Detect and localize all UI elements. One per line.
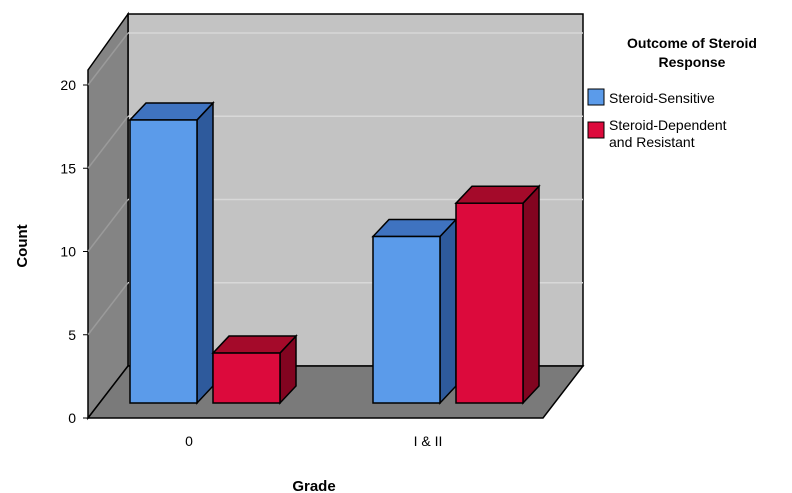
bar-side <box>196 101 214 405</box>
x-axis-title: Grade <box>292 478 335 493</box>
gridline-side <box>87 115 129 169</box>
x-axis-ticks: 0 I & II <box>185 433 442 449</box>
bar-side <box>522 184 540 405</box>
bar-steroid-dependent-grade-0 <box>211 334 298 405</box>
x-tick-label-0: 0 <box>185 433 193 449</box>
bars <box>128 101 541 405</box>
legend-title-line-2: Response <box>659 54 726 70</box>
y-tick-label: 5 <box>68 327 76 343</box>
legend-label-steroid-dependent-line-1: Steroid-Dependent <box>609 117 727 133</box>
legend-swatch-steroid-dependent <box>587 121 605 139</box>
bar-side <box>439 217 457 405</box>
left-wall <box>87 11 129 421</box>
x-tick-label-1: I & II <box>414 433 443 449</box>
gridline-side <box>87 32 129 86</box>
y-tick-label: 20 <box>60 77 76 93</box>
bar-front <box>129 119 198 404</box>
y-tick-label: 15 <box>60 160 76 176</box>
legend-label-steroid-dependent-line-2: and Resistant <box>609 134 695 150</box>
y-axis-ticks: 0 5 10 15 20 <box>60 77 88 426</box>
y-axis-title: Count <box>14 224 31 267</box>
bar-steroid-sensitive-grade-1 <box>371 217 458 405</box>
y-tick-label: 0 <box>68 410 76 426</box>
bar-front <box>212 352 281 404</box>
y-tick-label: 10 <box>60 244 76 260</box>
legend-swatch-steroid-sensitive <box>587 88 605 106</box>
bar-steroid-dependent-grade-1 <box>454 184 541 405</box>
gridline-side <box>87 282 129 336</box>
legend: Outcome of Steroid Response Steroid-Sens… <box>587 35 757 150</box>
bar-front <box>372 235 441 404</box>
bar-front <box>455 202 524 404</box>
legend-title-line-1: Outcome of Steroid <box>627 35 757 51</box>
gridline-side <box>87 199 129 252</box>
bar-steroid-sensitive-grade-0 <box>128 101 215 405</box>
legend-label-steroid-sensitive: Steroid-Sensitive <box>609 90 715 106</box>
